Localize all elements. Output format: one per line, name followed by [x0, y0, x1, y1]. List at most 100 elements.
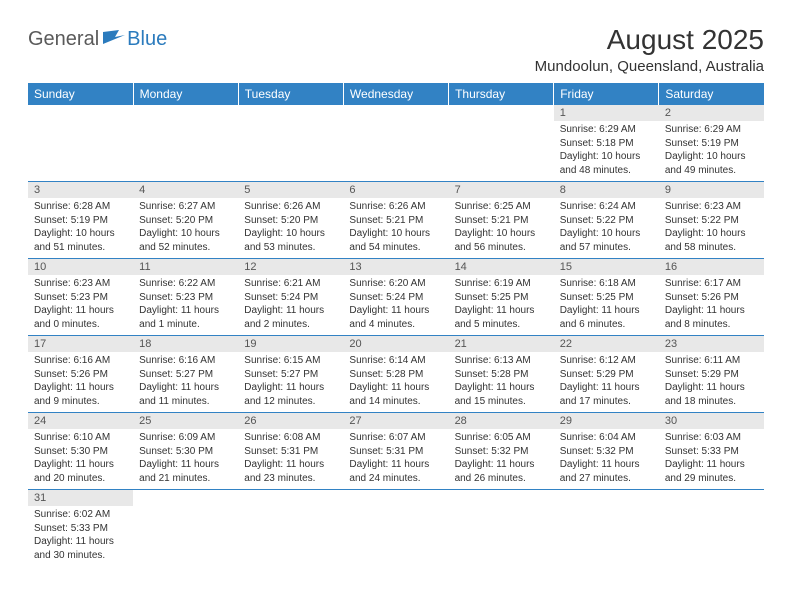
daylight-text: and 21 minutes.: [139, 472, 232, 486]
calendar-row: 3Sunrise: 6:28 AMSunset: 5:19 PMDaylight…: [28, 182, 764, 259]
daylight-text: and 51 minutes.: [34, 241, 127, 255]
sunrise-text: Sunrise: 6:23 AM: [34, 277, 127, 291]
day-details: Sunrise: 6:07 AMSunset: 5:31 PMDaylight:…: [343, 429, 448, 489]
day-number: 21: [449, 336, 554, 352]
day-details: Sunrise: 6:26 AMSunset: 5:20 PMDaylight:…: [238, 198, 343, 258]
daylight-text: and 6 minutes.: [560, 318, 653, 332]
day-details: Sunrise: 6:17 AMSunset: 5:26 PMDaylight:…: [659, 275, 764, 335]
day-number: 27: [343, 413, 448, 429]
daylight-text: Daylight: 11 hours: [34, 381, 127, 395]
sunset-text: Sunset: 5:33 PM: [665, 445, 758, 459]
daylight-text: and 48 minutes.: [560, 164, 653, 178]
daylight-text: Daylight: 11 hours: [34, 535, 127, 549]
daylight-text: and 49 minutes.: [665, 164, 758, 178]
day-number: 26: [238, 413, 343, 429]
daylight-text: and 30 minutes.: [34, 549, 127, 563]
day-details: Sunrise: 6:21 AMSunset: 5:24 PMDaylight:…: [238, 275, 343, 335]
daylight-text: and 9 minutes.: [34, 395, 127, 409]
day-number: 13: [343, 259, 448, 275]
calendar-cell: 30Sunrise: 6:03 AMSunset: 5:33 PMDayligh…: [659, 413, 764, 490]
day-details: Sunrise: 6:09 AMSunset: 5:30 PMDaylight:…: [133, 429, 238, 489]
calendar-cell: 18Sunrise: 6:16 AMSunset: 5:27 PMDayligh…: [133, 336, 238, 413]
calendar-cell: 20Sunrise: 6:14 AMSunset: 5:28 PMDayligh…: [343, 336, 448, 413]
day-details: Sunrise: 6:20 AMSunset: 5:24 PMDaylight:…: [343, 275, 448, 335]
calendar-cell: 15Sunrise: 6:18 AMSunset: 5:25 PMDayligh…: [554, 259, 659, 336]
calendar-cell: 24Sunrise: 6:10 AMSunset: 5:30 PMDayligh…: [28, 413, 133, 490]
daylight-text: and 29 minutes.: [665, 472, 758, 486]
sunrise-text: Sunrise: 6:29 AM: [560, 123, 653, 137]
daylight-text: and 11 minutes.: [139, 395, 232, 409]
month-title: August 2025: [535, 24, 764, 56]
sunset-text: Sunset: 5:25 PM: [560, 291, 653, 305]
sunset-text: Sunset: 5:30 PM: [139, 445, 232, 459]
daylight-text: and 23 minutes.: [244, 472, 337, 486]
sunrise-text: Sunrise: 6:20 AM: [349, 277, 442, 291]
sunrise-text: Sunrise: 6:04 AM: [560, 431, 653, 445]
sunrise-text: Sunrise: 6:08 AM: [244, 431, 337, 445]
calendar-cell: 26Sunrise: 6:08 AMSunset: 5:31 PMDayligh…: [238, 413, 343, 490]
day-number: 22: [554, 336, 659, 352]
day-details: Sunrise: 6:04 AMSunset: 5:32 PMDaylight:…: [554, 429, 659, 489]
day-number: 11: [133, 259, 238, 275]
calendar-cell: 31Sunrise: 6:02 AMSunset: 5:33 PMDayligh…: [28, 490, 133, 567]
calendar-table: Sunday Monday Tuesday Wednesday Thursday…: [28, 83, 764, 566]
sunrise-text: Sunrise: 6:18 AM: [560, 277, 653, 291]
day-details: Sunrise: 6:02 AMSunset: 5:33 PMDaylight:…: [28, 506, 133, 566]
day-number: 15: [554, 259, 659, 275]
sunrise-text: Sunrise: 6:09 AM: [139, 431, 232, 445]
day-number: 20: [343, 336, 448, 352]
sunrise-text: Sunrise: 6:28 AM: [34, 200, 127, 214]
day-number: 7: [449, 182, 554, 198]
sunrise-text: Sunrise: 6:24 AM: [560, 200, 653, 214]
sunrise-text: Sunrise: 6:16 AM: [34, 354, 127, 368]
day-number: 23: [659, 336, 764, 352]
day-number: 30: [659, 413, 764, 429]
sunset-text: Sunset: 5:22 PM: [560, 214, 653, 228]
day-details: Sunrise: 6:03 AMSunset: 5:33 PMDaylight:…: [659, 429, 764, 489]
day-details: Sunrise: 6:19 AMSunset: 5:25 PMDaylight:…: [449, 275, 554, 335]
sunrise-text: Sunrise: 6:10 AM: [34, 431, 127, 445]
day-details: Sunrise: 6:28 AMSunset: 5:19 PMDaylight:…: [28, 198, 133, 258]
day-number: 25: [133, 413, 238, 429]
day-details: Sunrise: 6:18 AMSunset: 5:25 PMDaylight:…: [554, 275, 659, 335]
day-number: 18: [133, 336, 238, 352]
sunrise-text: Sunrise: 6:25 AM: [455, 200, 548, 214]
day-details: Sunrise: 6:13 AMSunset: 5:28 PMDaylight:…: [449, 352, 554, 412]
daylight-text: Daylight: 11 hours: [139, 381, 232, 395]
day-number: 17: [28, 336, 133, 352]
day-header: Wednesday: [343, 83, 448, 105]
day-number: 31: [28, 490, 133, 506]
daylight-text: Daylight: 11 hours: [244, 381, 337, 395]
daylight-text: and 18 minutes.: [665, 395, 758, 409]
calendar-cell: [343, 105, 448, 182]
daylight-text: Daylight: 10 hours: [560, 150, 653, 164]
sunrise-text: Sunrise: 6:29 AM: [665, 123, 758, 137]
calendar-cell: 1Sunrise: 6:29 AMSunset: 5:18 PMDaylight…: [554, 105, 659, 182]
sunset-text: Sunset: 5:26 PM: [34, 368, 127, 382]
sunset-text: Sunset: 5:27 PM: [139, 368, 232, 382]
daylight-text: and 56 minutes.: [455, 241, 548, 255]
daylight-text: and 15 minutes.: [455, 395, 548, 409]
sunset-text: Sunset: 5:31 PM: [244, 445, 337, 459]
day-header-row: Sunday Monday Tuesday Wednesday Thursday…: [28, 83, 764, 105]
day-header: Saturday: [659, 83, 764, 105]
calendar-cell: [449, 490, 554, 567]
daylight-text: Daylight: 11 hours: [455, 381, 548, 395]
day-details: Sunrise: 6:25 AMSunset: 5:21 PMDaylight:…: [449, 198, 554, 258]
daylight-text: and 20 minutes.: [34, 472, 127, 486]
daylight-text: Daylight: 11 hours: [34, 458, 127, 472]
day-details: Sunrise: 6:08 AMSunset: 5:31 PMDaylight:…: [238, 429, 343, 489]
daylight-text: Daylight: 11 hours: [455, 304, 548, 318]
brand-logo: General Blue: [28, 28, 167, 51]
calendar-cell: 3Sunrise: 6:28 AMSunset: 5:19 PMDaylight…: [28, 182, 133, 259]
flag-icon: [103, 30, 125, 44]
location-text: Mundoolun, Queensland, Australia: [535, 58, 764, 75]
calendar-cell: [28, 105, 133, 182]
day-number: 5: [238, 182, 343, 198]
day-number: 9: [659, 182, 764, 198]
calendar-cell: 23Sunrise: 6:11 AMSunset: 5:29 PMDayligh…: [659, 336, 764, 413]
day-details: Sunrise: 6:16 AMSunset: 5:27 PMDaylight:…: [133, 352, 238, 412]
sunset-text: Sunset: 5:24 PM: [349, 291, 442, 305]
day-details: Sunrise: 6:29 AMSunset: 5:19 PMDaylight:…: [659, 121, 764, 181]
sunrise-text: Sunrise: 6:11 AM: [665, 354, 758, 368]
